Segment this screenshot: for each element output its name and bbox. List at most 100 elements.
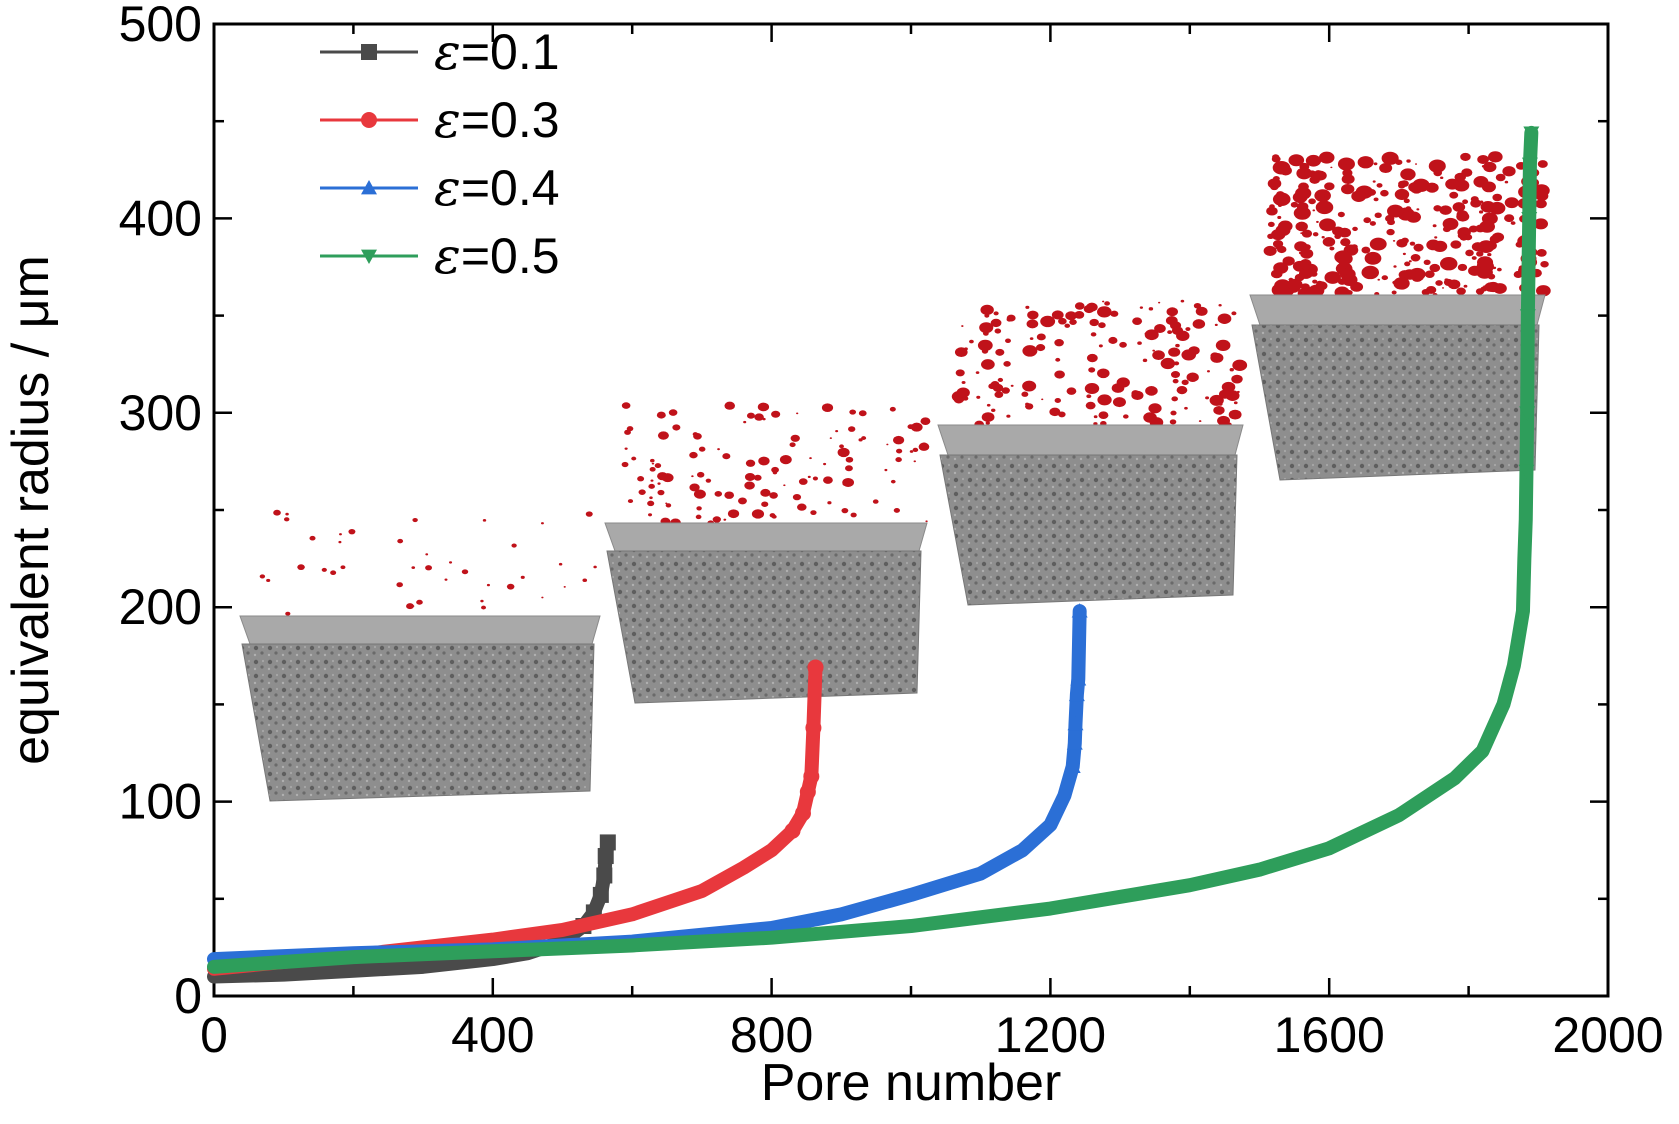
pore-particle (1334, 250, 1352, 264)
pore-particle (585, 511, 593, 517)
pore-particle (1218, 389, 1231, 399)
pore-particle (975, 371, 980, 374)
pore-particle (1468, 225, 1479, 233)
pore-particle (1175, 343, 1180, 348)
pore-particle (1476, 265, 1493, 279)
pore-particle (425, 553, 429, 556)
y-axis-title: equivalent radius / μm (2, 255, 60, 765)
pore-particle (1484, 282, 1497, 292)
pore-particle (1337, 278, 1347, 285)
pore-particle (1055, 357, 1061, 362)
pore-particle (969, 339, 974, 344)
pore-particle (621, 402, 631, 409)
pore-particle (1345, 159, 1353, 166)
pore-particle (480, 599, 484, 603)
data-point-marker (596, 867, 613, 884)
pore-particle (297, 564, 305, 571)
pore-particle (884, 468, 888, 472)
axis-tick-labels: 0 400 800 1200 1600 2000 0 100 200 300 400 500 (119, 0, 1664, 1063)
legend-label: ε=0.3 (434, 91, 560, 149)
pore-particle (961, 325, 964, 327)
pore-particle (977, 339, 993, 352)
pore-particle (886, 443, 889, 446)
pore-particle (807, 475, 811, 479)
pore-particle (1051, 310, 1064, 320)
legend: ε=0.1 ε=0.3 ε=0.4 ε=0.5 (320, 23, 560, 285)
pore-particle (925, 520, 928, 523)
y-tick-label: 100 (119, 774, 202, 830)
pore-particle (1535, 199, 1547, 209)
pore-particle (698, 446, 706, 452)
pore-particle (1152, 349, 1156, 352)
x-tick-label: 0 (200, 1007, 228, 1063)
pore-particle (994, 391, 1004, 398)
pore-particle (1432, 240, 1448, 252)
pore-particle (654, 463, 662, 469)
pore-particle (1158, 301, 1161, 304)
y-tick-label: 500 (119, 0, 202, 52)
pore-particle (922, 442, 926, 446)
pore-particle (259, 574, 266, 579)
pore-particle (1074, 311, 1085, 319)
x-tick-label: 800 (730, 1007, 813, 1063)
pore-particle (656, 411, 666, 419)
pore-particle (425, 565, 433, 571)
pore-particle (340, 565, 346, 570)
pore-particle (1477, 256, 1494, 269)
pore-particle (1537, 160, 1548, 168)
pore-particle (896, 448, 903, 454)
x-axis-title: Pore number (761, 1054, 1062, 1112)
pore-particle (1374, 212, 1382, 219)
pore-particle (1036, 333, 1046, 341)
pore-particle (1393, 277, 1410, 290)
pore-particle (1090, 332, 1097, 337)
pore-particle (1108, 336, 1118, 344)
pore-particle (1540, 260, 1549, 268)
pore-particle (980, 304, 994, 316)
pore-particle (993, 311, 999, 316)
pore-particle (1515, 241, 1524, 248)
pore-particle (1428, 159, 1446, 173)
pore-particle (722, 453, 731, 460)
pore-particle (797, 503, 807, 511)
y-tick-label: 0 (174, 968, 202, 1024)
pore-particle (1341, 174, 1355, 185)
pore-particle (348, 528, 356, 535)
pore-particle (1483, 161, 1497, 173)
pore-particle (1005, 338, 1011, 344)
pore-particle (1236, 366, 1239, 369)
pore-particle (1021, 391, 1029, 397)
pore-particle (829, 437, 832, 439)
pore-particle (1176, 326, 1181, 330)
pore-particle (1296, 167, 1312, 180)
y-tick-label: 200 (119, 579, 202, 635)
pore-particle (1404, 261, 1411, 267)
pore-particle (1312, 279, 1318, 284)
pore-particle (992, 383, 1004, 392)
pore-particle (1485, 217, 1489, 221)
pore-particle (1376, 183, 1383, 188)
pore-particle (995, 348, 1005, 356)
pore-particle (1295, 221, 1308, 232)
pore-particle (1112, 397, 1126, 408)
pore-particle (621, 461, 629, 468)
pore-particle (1010, 384, 1014, 387)
pore-particle (1228, 409, 1242, 420)
plot-frame (212, 22, 1610, 998)
pore-particle (1119, 341, 1127, 348)
pore-particle (1086, 394, 1092, 399)
pore-particle (1295, 187, 1312, 200)
pore-particle (1478, 210, 1484, 214)
pore-particle (1282, 256, 1295, 266)
pore-particle (338, 540, 342, 544)
pore-particle (1495, 156, 1499, 159)
pore-particle (1097, 306, 1112, 318)
pore-particle (1403, 198, 1410, 204)
pore-particle (1263, 245, 1277, 256)
pore-particle (848, 426, 856, 432)
pore-particle (955, 369, 965, 377)
pore-particle (1098, 322, 1106, 329)
pore-particle (724, 401, 736, 410)
pore-particle (790, 434, 800, 442)
pore-particle (1116, 377, 1130, 388)
